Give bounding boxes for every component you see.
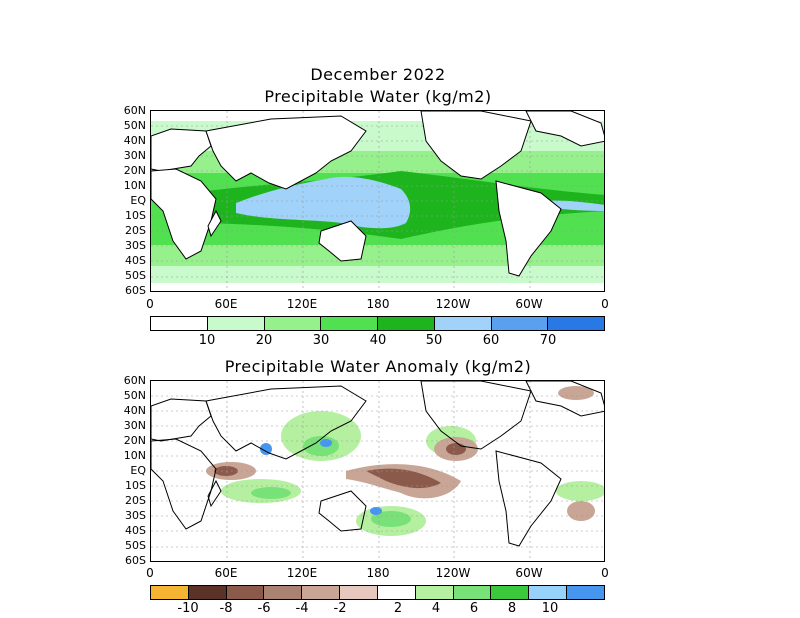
lon-label: 180 (366, 297, 390, 311)
colorbar-swatch (567, 586, 604, 599)
colorbar-swatch (434, 317, 492, 330)
lon-label: 0 (601, 566, 609, 580)
lat-label: 20S (125, 224, 146, 237)
lat-label: 60S (125, 554, 146, 567)
colorbar-swatch (264, 317, 322, 330)
colorbar-label: 10 (541, 601, 559, 616)
colorbar-swatch (340, 586, 378, 599)
precipitable-water-anomaly-map (150, 380, 605, 562)
lat-label: 20N (123, 164, 146, 177)
colorbar-swatch (264, 586, 303, 599)
colorbar-swatch (415, 586, 454, 599)
lat-label: EQ (130, 464, 146, 477)
colorbar-swatch (548, 317, 604, 330)
lon-label: 180 (366, 566, 390, 580)
colorbar-label: 50 (425, 333, 443, 348)
lon-label: 120E (286, 566, 318, 580)
colorbar-swatch (188, 586, 227, 599)
lat-label: EQ (130, 194, 146, 207)
colorbar-swatch (302, 586, 341, 599)
lat-label: 10N (123, 449, 146, 462)
colorbar-swatch (453, 586, 492, 599)
colorbar-label: 30 (312, 333, 330, 348)
top-map-title: Precipitable Water (kg/m2) (264, 87, 492, 106)
lat-label: 40N (123, 134, 146, 147)
colorbar-swatch (151, 586, 189, 599)
colorbar-label: 40 (369, 333, 387, 348)
lat-label: 50N (123, 119, 146, 132)
colorbar-swatch (151, 317, 208, 330)
colorbar-swatch (378, 317, 435, 330)
lon-label: 0 (601, 297, 609, 311)
colorbar-label: 20 (255, 333, 273, 348)
lat-label: 50S (125, 539, 146, 552)
lon-label: 120W (435, 297, 471, 311)
bottom-colorbar (150, 585, 605, 600)
lon-label: 60W (515, 566, 543, 580)
lon-label: 0 (146, 566, 154, 580)
colorbar-swatch (491, 317, 549, 330)
colorbar-label: 6 (469, 601, 479, 616)
lat-label: 30N (123, 419, 146, 432)
lat-label: 60N (123, 374, 146, 387)
lat-label: 10S (125, 209, 146, 222)
colorbar-swatch (491, 586, 530, 599)
colorbar-swatch (226, 586, 265, 599)
date-title: December 2022 (310, 65, 446, 84)
lat-label: 40S (125, 254, 146, 267)
lat-label: 20S (125, 494, 146, 507)
lat-label: 40S (125, 524, 146, 537)
lon-label: 60E (214, 297, 238, 311)
lat-label: 50N (123, 389, 146, 402)
colorbar-label: -10 (177, 601, 199, 616)
lat-label: 10N (123, 179, 146, 192)
lat-label: 60S (125, 284, 146, 297)
lon-label: 60W (515, 297, 543, 311)
lat-label: 60N (123, 104, 146, 117)
lat-label: 20N (123, 434, 146, 447)
colorbar-swatch (207, 317, 265, 330)
colorbar-label: 2 (393, 601, 403, 616)
lon-label: 60E (214, 566, 238, 580)
colorbar-label: -8 (219, 601, 233, 616)
colorbar-label: -2 (333, 601, 347, 616)
lon-label: 0 (146, 297, 154, 311)
lat-label: 30S (125, 509, 146, 522)
lat-label: 50S (125, 269, 146, 282)
precipitable-water-map (150, 110, 605, 292)
lat-label: 10S (125, 479, 146, 492)
lon-label: 120W (435, 566, 471, 580)
colorbar-swatch (377, 586, 416, 599)
colorbar-label: 8 (507, 601, 517, 616)
colorbar-label: 60 (482, 333, 500, 348)
colorbar-label: 10 (198, 333, 216, 348)
colorbar-label: 4 (431, 601, 441, 616)
lat-label: 30N (123, 149, 146, 162)
lat-label: 30S (125, 239, 146, 252)
top-colorbar (150, 316, 605, 331)
colorbar-label: 70 (539, 333, 557, 348)
colorbar-label: -6 (257, 601, 271, 616)
colorbar-swatch (321, 317, 378, 330)
colorbar-label: -4 (295, 601, 309, 616)
lon-label: 120E (286, 297, 318, 311)
lat-label: 40N (123, 404, 146, 417)
colorbar-swatch (529, 586, 568, 599)
bottom-map-title: Precipitable Water Anomaly (kg/m2) (224, 357, 532, 376)
